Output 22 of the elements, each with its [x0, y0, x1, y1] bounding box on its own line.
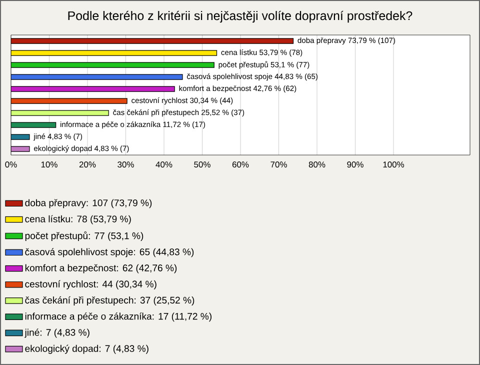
x-tick-label: 20% — [79, 162, 96, 168]
legend-label: počet přestupů: 77 (53,1 %) — [25, 231, 144, 242]
x-tick-label: 90% — [347, 162, 364, 168]
legend-label: časová spolehlivost spoje: 65 (44,83 %) — [25, 248, 194, 258]
chart-title: Podle kterého z kritérii si nejčastěji volíte dopravní prostředek? — [68, 10, 412, 23]
x-tick-label: 40% — [156, 162, 172, 168]
x-tick-label: 60% — [232, 162, 249, 168]
x-tick-label: 0% — [5, 162, 17, 168]
x-tick-label: 70% — [270, 162, 287, 168]
legend-label: informace a péče o zákazníka: 17 (11,72 %) — [25, 312, 212, 322]
x-tick-label: 10% — [41, 162, 58, 168]
legend-label: doba přepravy: 107 (73,79 %) — [25, 199, 152, 208]
legend-label: cena lístku: 78 (53,79 %) — [25, 215, 131, 224]
x-tick-label: 80% — [308, 162, 326, 168]
legend-label: jiné: 7 (4,83 %) — [24, 328, 90, 338]
legend-label: čas čekání při přestupech: 37 (25,52 %) — [25, 296, 194, 306]
legend-label: cestovní rychlost: 44 (30,34 %) — [25, 280, 156, 290]
x-tick-label: 50% — [194, 162, 210, 168]
legend-label: ekologický dopad: 7 (4,83 %) — [25, 344, 148, 354]
x-tick-label: 30% — [118, 162, 134, 168]
x-tick-label: 100% — [383, 162, 404, 168]
legend-label: komfort a bezpečnost: 62 (42,76 %) — [25, 264, 177, 274]
